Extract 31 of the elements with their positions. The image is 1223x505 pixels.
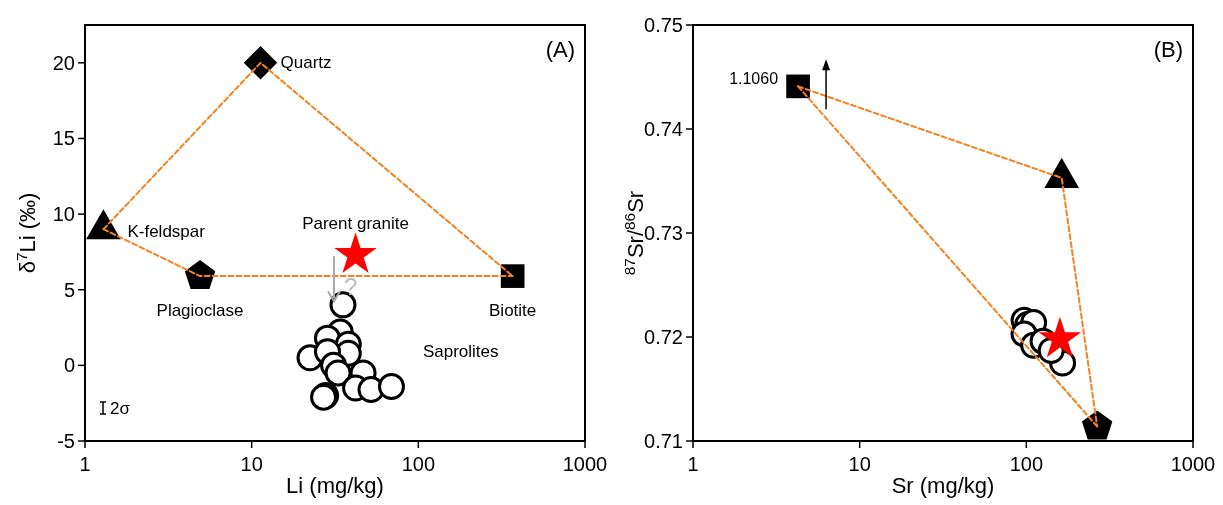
- series-label: Parent granite: [302, 213, 409, 233]
- annotation: 2σ: [110, 399, 131, 418]
- annotation: 1.1060: [729, 70, 779, 88]
- y-tick-label: 20: [52, 51, 75, 74]
- y-tick-label: 0.74: [644, 118, 683, 140]
- y-tick-label: -5: [57, 430, 75, 452]
- x-tick-label: 10: [848, 453, 871, 475]
- text: (A): [545, 37, 575, 62]
- series-label: K-feldspar: [127, 222, 206, 242]
- y-tick-label: 15: [52, 127, 75, 150]
- x-tick-label: 100: [1009, 453, 1044, 475]
- x-axis-title: Sr (mg/kg): [891, 473, 995, 498]
- x-tick-label: 1: [687, 453, 699, 475]
- x-axis-title: Li (mg/kg): [286, 473, 384, 498]
- y-tick-label: 0.71: [644, 430, 683, 452]
- series-label: Quartz: [280, 52, 332, 72]
- x-tick-label: 1000: [562, 453, 608, 475]
- annotation: ?: [344, 273, 358, 301]
- y-tick-label: 0.72: [644, 326, 683, 348]
- series-label: Plagioclase: [156, 301, 244, 321]
- y-tick-label: 0: [63, 354, 75, 377]
- series-label: Biotite: [489, 301, 537, 321]
- x-tick-label: 1: [79, 453, 91, 475]
- x-tick-label: 10: [240, 453, 263, 475]
- x-tick-label: 1000: [1170, 453, 1216, 475]
- y-tick-label: 0.75: [644, 14, 683, 36]
- y-tick-label: 10: [52, 203, 75, 226]
- x-tick-label: 100: [401, 453, 436, 475]
- text: (B): [1153, 37, 1183, 62]
- series-label: Saprolites: [422, 341, 499, 361]
- y-tick-label: 5: [63, 278, 75, 301]
